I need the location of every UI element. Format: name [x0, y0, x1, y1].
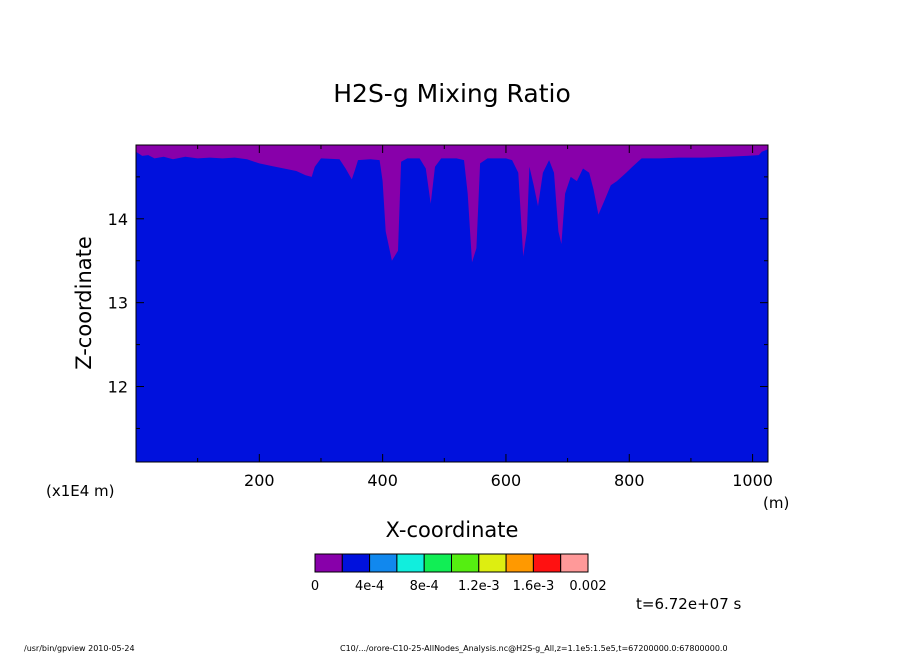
colorbar-swatch	[423, 553, 453, 573]
program-label: /usr/bin/gpview 2010-05-24	[24, 644, 135, 653]
y-tick-label: 12	[108, 378, 128, 397]
contour-region-low	[136, 149, 768, 462]
source-label: C10/.../orore-C10-25-AllNodes_Analysis.n…	[340, 644, 728, 653]
x-tick-label: 1000	[732, 471, 773, 490]
colorbar-label: 0.002	[569, 579, 606, 594]
plot-frame	[135, 144, 769, 463]
colorbar-label: 4e-4	[355, 579, 384, 594]
time-label: t=6.72e+07 s	[636, 595, 742, 613]
x-axis-label: X-coordinate	[386, 518, 519, 542]
colorbar-swatch	[314, 553, 343, 573]
colorbar-swatch	[369, 553, 398, 573]
colorbar-swatch	[396, 553, 425, 573]
x-tick-label: 200	[244, 471, 275, 490]
x-tick-label: 600	[491, 471, 522, 490]
y-axis: 12 13 14	[108, 176, 768, 429]
colorbar-swatch	[341, 553, 371, 573]
x-tick-label: 400	[367, 471, 398, 490]
colorbar-swatch	[505, 553, 534, 573]
colorbar-swatch	[478, 553, 507, 573]
colorbar-swatch	[532, 553, 562, 573]
y-axis-label: Z-coordinate	[72, 236, 96, 370]
colorbar-swatch	[451, 553, 480, 573]
chart-title: H2S-g Mixing Ratio	[333, 79, 571, 108]
colorbar-swatch	[560, 553, 589, 573]
colorbar-label: 1.2e-3	[458, 579, 500, 594]
plot-area	[135, 144, 769, 463]
colorbar-label: 8e-4	[410, 579, 439, 594]
y-unit-label: (x1E4 m)	[46, 482, 115, 500]
colorbar-label: 1.6e-3	[513, 579, 555, 594]
x-unit-label: (m)	[763, 494, 789, 512]
x-axis: 200 400 600 800 1000	[197, 145, 773, 490]
colorbar-label: 0	[311, 579, 319, 594]
colorbar: 0 4e-4 8e-4 1.2e-3 1.6e-3 0.002	[311, 553, 607, 594]
y-tick-label: 14	[108, 210, 128, 229]
x-tick-label: 800	[614, 471, 645, 490]
y-tick-label: 13	[108, 294, 128, 313]
